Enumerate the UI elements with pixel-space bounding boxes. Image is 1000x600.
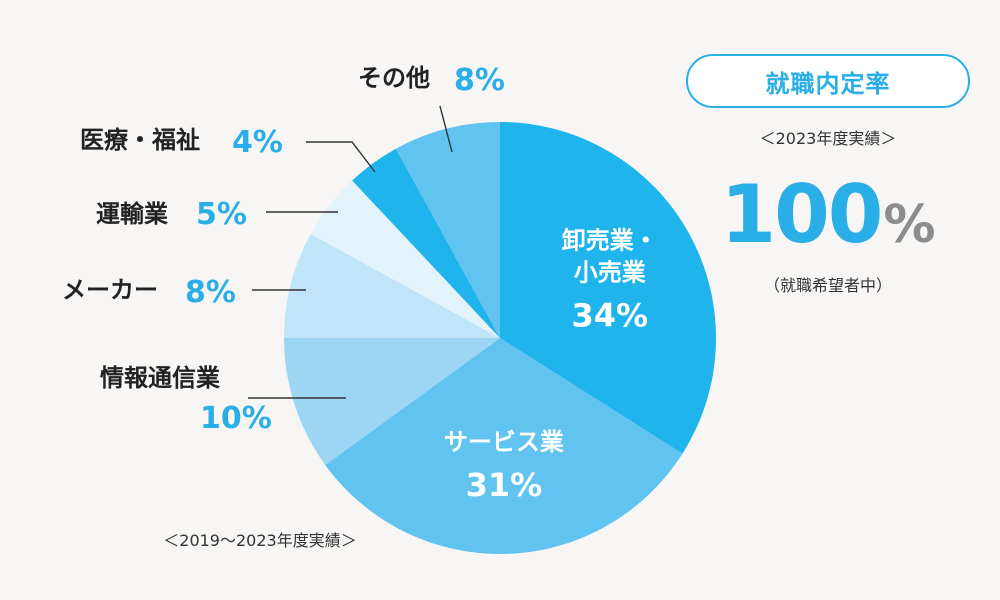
slice-6-wedge xyxy=(352,148,500,338)
employment-rate-subtitle: ＜2023年度実績＞ xyxy=(759,129,897,148)
slice-5-wedge xyxy=(310,180,500,338)
slice-6-leader-line xyxy=(306,141,376,173)
slice-labels: 卸売業・小売業 34% サービス業 31% 情報通信業 10% メーカー 8% 運輸業 5% 医療・… xyxy=(62,63,658,504)
leader-lines xyxy=(248,105,453,399)
pie-slices xyxy=(284,122,717,554)
slice-6-percent: 4% xyxy=(232,125,283,160)
slice-7-name: その他 xyxy=(358,64,430,92)
slice-2-name-line: サービス業 xyxy=(444,428,564,456)
slice-5-percent: 5% xyxy=(196,197,247,232)
slice-3-wedge xyxy=(284,338,500,465)
slice-5-name: 運輸業 xyxy=(96,200,168,228)
slice-7-wedge xyxy=(395,122,500,338)
slice-4-name: メーカー xyxy=(62,276,158,304)
employment-rate-number: 100 xyxy=(720,168,883,261)
slice-1-wedge xyxy=(500,122,717,454)
period-note: ＜2019～2023年度実績＞ xyxy=(163,531,356,550)
slice-2-wedge xyxy=(325,338,683,554)
slice-3-percent: 10% xyxy=(200,401,272,436)
slice-3-name: 情報通信業 xyxy=(100,364,220,392)
slice-1-name-line: 小売業 xyxy=(574,259,646,287)
slice-1-percent: 34% xyxy=(571,297,648,335)
slice-6-name: 医療・福祉 xyxy=(80,126,200,154)
slice-1-name-line: 卸売業・ xyxy=(562,227,658,255)
slice-7-percent: 8% xyxy=(454,63,505,98)
slice-4-percent: 8% xyxy=(185,275,236,310)
employment-rate-note: （就職希望者中） xyxy=(763,276,892,295)
slice-2-percent: 31% xyxy=(466,466,543,504)
slice-4-wedge xyxy=(284,233,500,338)
employment-rate-unit: % xyxy=(883,195,936,255)
slice-7-leader-line xyxy=(439,105,453,153)
employment-rate-badge: 就職内定率 xyxy=(686,54,970,108)
employment-rate-value: 100% xyxy=(686,168,970,261)
employment-rate-title: 就職内定率 xyxy=(765,69,891,98)
